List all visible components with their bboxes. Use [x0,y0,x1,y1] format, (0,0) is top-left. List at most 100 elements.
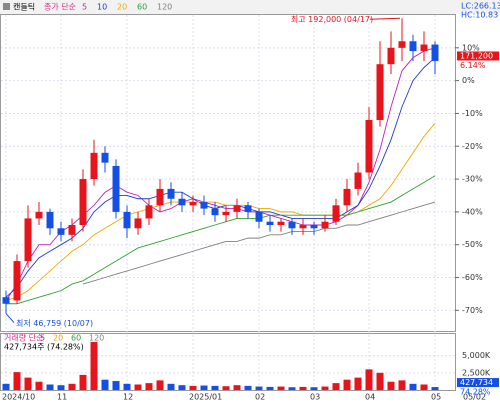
volume-bar [46,384,54,390]
volume-frame [0,333,456,391]
candle-body [310,225,318,229]
candle-body [101,152,109,163]
volume-bar [24,377,32,390]
legend-entry: 60 [137,3,147,12]
legend-entry: 20 [117,3,127,12]
volume-legend-entry: 20 [53,334,63,343]
candle-body [13,261,21,301]
candle-body [79,179,87,225]
candle-body [376,64,384,120]
candle-body [57,228,65,235]
candle-body [354,172,362,189]
candle-body [35,211,43,219]
volume-bar [365,369,373,390]
legend-entry: 120 [157,3,172,12]
last-date: 05/02 [463,393,486,402]
candle-body [420,44,428,52]
volume-bar [233,385,241,390]
candle-body [200,202,208,209]
volume-bar [123,383,131,390]
volume-prefix: 거래량 단순 [4,333,43,343]
candle-body [244,205,252,212]
candle-body [299,225,307,229]
volume-bar [321,386,329,390]
high-note: 최고 192,000 (04/17) [291,14,373,24]
volume-tick-label: 2,500K [462,368,491,377]
last-pct: 6.14% [460,61,486,70]
volume-legend-entry: 60 [71,334,81,343]
last-price: 171,200 [460,51,493,60]
volume-bar [431,387,439,390]
candle-body [178,198,186,206]
candle-body [288,221,296,229]
volume-bar [35,381,43,390]
last-price-box [457,51,499,61]
volume-bar [90,341,98,390]
volume-bar [145,383,153,390]
candle-body [431,44,439,61]
volume-bar [288,387,296,390]
volume-bar [167,383,175,390]
ma-line [5,122,436,301]
volume-bar [376,372,384,390]
volume-bar [112,381,120,390]
volume-bar [178,385,186,390]
candle-body [255,211,263,222]
last-volume-pct: 74.28% [460,388,491,397]
y-tick-label: -50% [462,240,483,249]
candle-body [24,218,32,262]
x-tick-label: 12 [123,393,133,402]
volume-bar [266,386,274,390]
y-tick-label: -10% [462,109,483,118]
volume-bar [343,379,351,390]
candle-body [222,211,230,216]
x-tick-label: 2025/01 [189,393,222,402]
volume-bar [13,372,21,390]
volume-last: 427,734주 (74.28%) [4,343,84,352]
x-tick-label: 11 [57,393,67,402]
last-volume: 427,734 [460,378,493,387]
volume-legend-entry: 120 [89,334,104,343]
lc-label: LC:266.13 [461,2,500,11]
candle-body [2,297,10,304]
volume-bar [398,380,406,390]
volume-bar [200,385,208,390]
candle-body [387,47,395,65]
y-tick-label: -70% [462,306,483,315]
y-tick-label: 0% [462,76,475,85]
volume-bar [420,384,428,390]
candle-body [365,120,373,173]
chart-title: 캔들틱 [13,2,35,12]
ma-line [6,175,436,305]
candle-body [321,221,329,229]
candle-body [409,41,417,52]
candle-body [134,218,142,229]
candle-body [90,152,98,180]
candle-body [145,205,153,219]
candle-body [167,188,175,199]
legend-entry: 10 [97,3,107,12]
x-tick-label: 04 [365,393,375,402]
y-tick-label: -60% [462,273,483,282]
volume-bar [299,386,307,390]
candle-body [398,41,406,48]
y-tick-label: -30% [462,175,483,184]
hc-label: HC:10.83 [461,11,498,20]
y-tick-label: 10% [462,43,480,52]
candle-body [112,165,120,212]
volume-bar [57,385,65,390]
volume-bar [387,381,395,390]
candle-body [46,211,54,229]
icon [3,3,10,10]
volume-bar [79,374,87,390]
price-frame [0,14,456,332]
volume-bar [68,383,76,390]
legend-entry: 5 [82,3,87,12]
volume-tick-label: 5,000K [462,351,491,360]
volume-bar [189,385,197,390]
candle-body [277,221,285,225]
candle-body [156,188,164,206]
candle-body [123,211,131,229]
volume-bar [211,385,219,390]
